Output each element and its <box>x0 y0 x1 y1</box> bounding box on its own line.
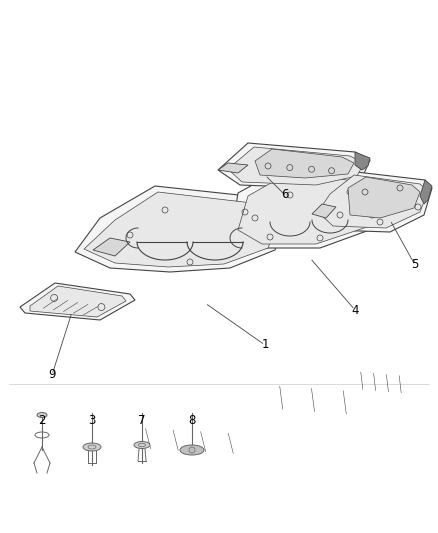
Polygon shape <box>318 175 428 228</box>
Ellipse shape <box>180 445 204 455</box>
Text: 6: 6 <box>281 189 289 201</box>
Polygon shape <box>93 238 130 256</box>
Text: 7: 7 <box>138 414 146 426</box>
Text: 2: 2 <box>38 414 46 426</box>
Polygon shape <box>30 286 126 317</box>
Polygon shape <box>218 163 248 173</box>
Polygon shape <box>84 192 282 267</box>
Polygon shape <box>228 147 364 185</box>
Ellipse shape <box>83 443 101 451</box>
Polygon shape <box>355 152 370 170</box>
Polygon shape <box>232 167 388 248</box>
Polygon shape <box>312 204 336 218</box>
Polygon shape <box>312 171 432 232</box>
Polygon shape <box>238 172 382 244</box>
Text: 9: 9 <box>48 368 56 382</box>
Ellipse shape <box>134 441 150 448</box>
Polygon shape <box>20 283 135 320</box>
Polygon shape <box>75 186 290 272</box>
Text: 3: 3 <box>88 414 95 426</box>
Text: 8: 8 <box>188 414 196 426</box>
Text: 4: 4 <box>351 303 359 317</box>
Text: 1: 1 <box>261 338 269 351</box>
Text: 5: 5 <box>411 259 419 271</box>
Polygon shape <box>348 177 420 218</box>
Ellipse shape <box>37 413 47 417</box>
Polygon shape <box>255 149 354 178</box>
Polygon shape <box>218 143 370 188</box>
Polygon shape <box>420 180 432 204</box>
